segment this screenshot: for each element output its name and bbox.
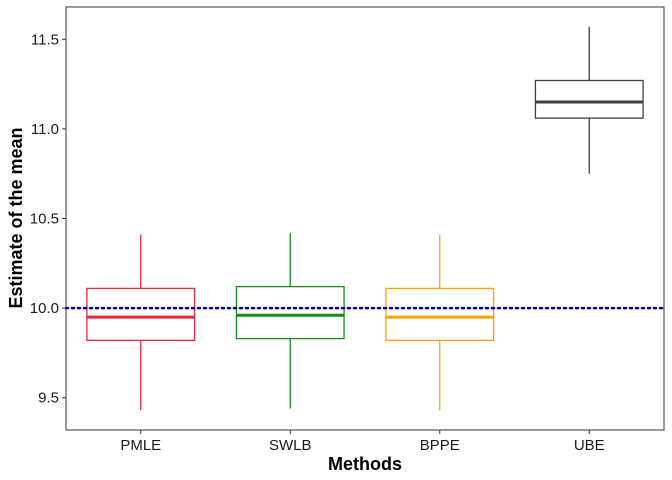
- box-iqr: [235, 285, 345, 340]
- y-tick-label: 9.5: [38, 390, 59, 407]
- x-axis-title: Methods: [328, 454, 402, 474]
- y-axis-title: Estimate of the mean: [6, 127, 26, 308]
- boxes-layer: [86, 26, 644, 411]
- x-tick-label: UBE: [574, 437, 605, 454]
- x-tick-label: BPPE: [420, 437, 460, 454]
- box-iqr: [385, 287, 495, 342]
- x-tick-label: PMLE: [120, 437, 161, 454]
- box-iqr: [86, 287, 196, 342]
- x-tick-label: SWLB: [269, 437, 312, 454]
- panel-border: [65, 6, 665, 431]
- y-axis: 9.5 10.0 10.5 11.0 11.5: [30, 31, 66, 407]
- box-swlb: [235, 232, 345, 409]
- y-tick-label: 11.0: [31, 121, 59, 138]
- y-tick-label: 10.0: [30, 300, 59, 317]
- box-iqr: [534, 79, 644, 119]
- box-ube: [534, 26, 644, 174]
- box-bppe: [385, 234, 495, 411]
- y-tick-label: 10.5: [30, 211, 59, 228]
- box-pmle: [86, 234, 196, 411]
- x-axis: PMLE SWLB BPPE UBE: [120, 430, 605, 454]
- y-tick-label: 11.5: [31, 31, 59, 48]
